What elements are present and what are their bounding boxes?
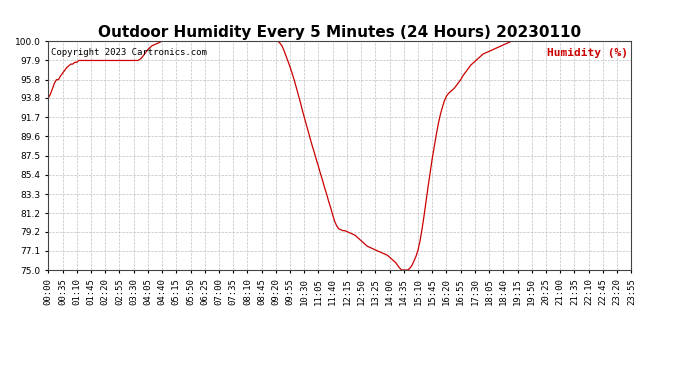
Title: Outdoor Humidity Every 5 Minutes (24 Hours) 20230110: Outdoor Humidity Every 5 Minutes (24 Hou… [98,25,582,40]
Text: Copyright 2023 Cartronics.com: Copyright 2023 Cartronics.com [51,48,207,57]
Text: Humidity (%): Humidity (%) [547,48,629,58]
